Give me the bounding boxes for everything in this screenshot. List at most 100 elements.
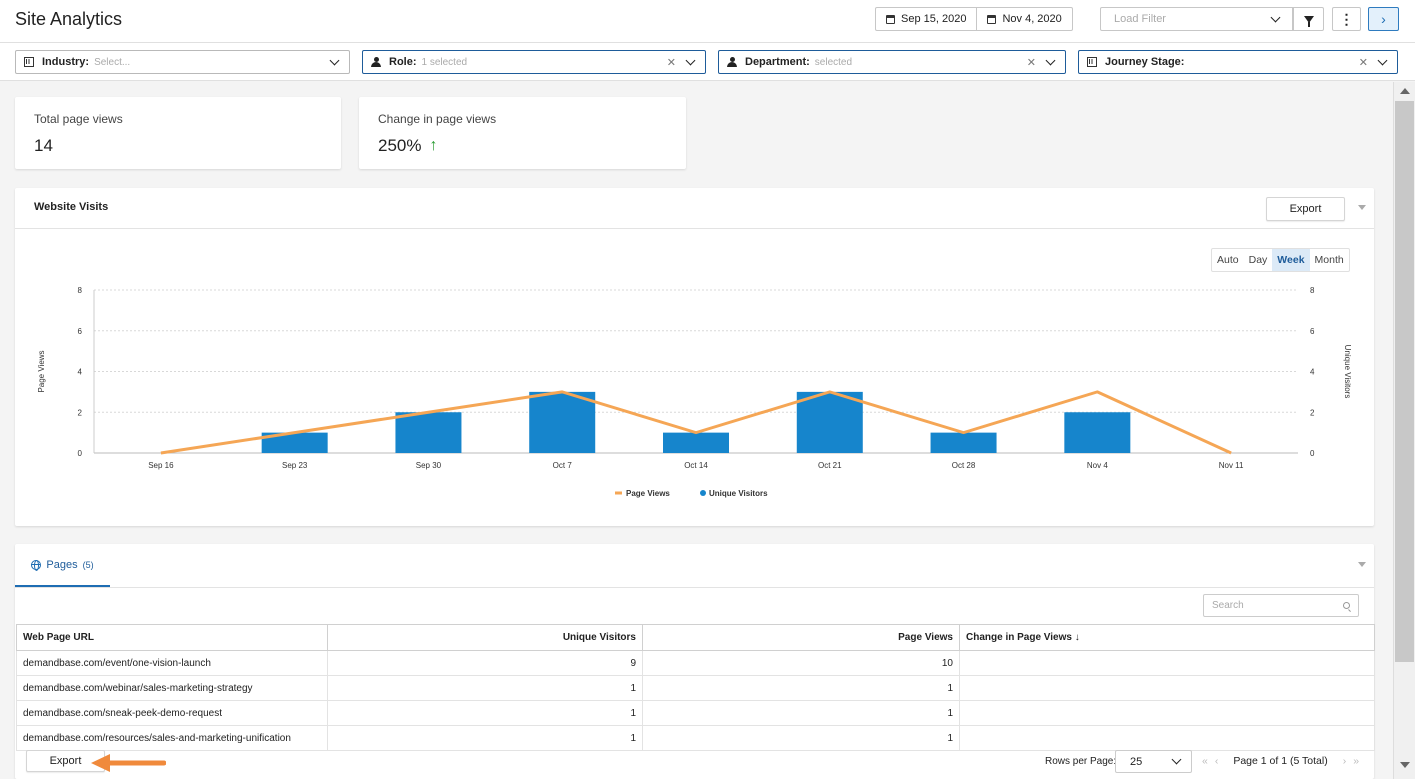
x-tick-label: Sep 30 [416, 461, 442, 470]
clear-icon[interactable]: ✕ [666, 56, 676, 69]
cell-unique-visitors: 9 [327, 650, 643, 676]
cell-url: demandbase.com/webinar/sales-marketing-s… [16, 675, 328, 701]
department-filter[interactable]: Department: selected ✕ [718, 50, 1066, 74]
role-filter-value: 1 selected [421, 56, 468, 68]
callout-arrow-icon [91, 754, 166, 772]
prev-page-icon[interactable]: ‹ [1214, 755, 1219, 767]
scrollbar-thumb[interactable] [1395, 101, 1414, 662]
x-tick-label: Sep 23 [282, 461, 308, 470]
calendar-icon [886, 14, 895, 24]
y-tick-label: 6 [78, 327, 83, 336]
start-date-button[interactable]: Sep 15, 2020 [876, 8, 976, 30]
kpi-label: Total page views [34, 112, 123, 126]
cell-change [959, 700, 1375, 726]
load-filter-select[interactable]: Load Filter [1100, 7, 1293, 31]
scroll-up-icon[interactable] [1400, 88, 1410, 94]
role-filter-label: Role: [389, 56, 417, 68]
first-page-icon[interactable]: « [1202, 755, 1208, 767]
globe-icon [31, 559, 42, 571]
load-filter-placeholder: Load Filter [1114, 13, 1166, 25]
cell-change [959, 650, 1375, 676]
y-tick-label: 2 [78, 408, 83, 417]
person-icon [371, 56, 381, 68]
cell-change [959, 675, 1375, 701]
column-header-unique-visitors[interactable]: Unique Visitors [327, 624, 643, 651]
granularity-week[interactable]: Week [1272, 249, 1310, 271]
y2-tick-label: 6 [1310, 327, 1315, 336]
y-tick-label: 4 [78, 368, 83, 377]
y-tick-label: 8 [78, 286, 83, 295]
x-tick-label: Sep 16 [148, 461, 174, 470]
building-icon [1087, 57, 1097, 67]
table-footer: Export Rows per Page: 25 « ‹ Page 1 of 1… [15, 746, 1374, 776]
x-tick-label: Nov 4 [1087, 461, 1108, 470]
granularity-month[interactable]: Month [1314, 254, 1344, 266]
industry-filter[interactable]: Industry: Select... [15, 50, 350, 74]
table-header-row: Web Page URL Unique Visitors Page Views … [16, 624, 1375, 651]
collapse-icon[interactable] [1358, 205, 1366, 210]
filter-button[interactable] [1293, 7, 1324, 31]
collapse-icon[interactable] [1358, 562, 1366, 567]
clear-icon[interactable]: ✕ [1026, 56, 1036, 69]
granularity-auto[interactable]: Auto [1217, 254, 1239, 266]
more-options-button[interactable]: ⋮ [1332, 7, 1361, 31]
cell-page-views: 1 [642, 675, 960, 701]
tab-pages-label: Pages [46, 558, 78, 571]
tab-divider [15, 587, 1374, 588]
chevron-down-icon [1171, 754, 1182, 765]
column-header-page-views[interactable]: Page Views [642, 624, 960, 651]
rows-per-page-label: Rows per Page: [1045, 756, 1117, 767]
bar [1064, 412, 1131, 453]
top-bar: Site Analytics Sep 15, 2020 Nov 4, 2020 … [0, 0, 1415, 43]
pages-search-input[interactable]: Search [1203, 594, 1359, 617]
role-filter[interactable]: Role: 1 selected ✕ [362, 50, 706, 74]
chevron-down-icon [329, 55, 340, 65]
expand-panel-button[interactable]: › [1368, 7, 1399, 31]
table-export-button[interactable]: Export [26, 750, 105, 772]
website-visits-chart: 0 0 2 2 4 4 6 6 8 8 Page Views Unique Visitors Sep 1… [37, 286, 1352, 498]
next-page-icon[interactable]: › [1342, 755, 1347, 767]
y2-axis-title: Unique Visitors [1343, 345, 1352, 399]
cell-page-views: 1 [642, 700, 960, 726]
person-icon [727, 56, 737, 68]
tab-pages[interactable]: Pages (5) [15, 544, 110, 587]
journey-stage-filter[interactable]: Journey Stage: ✕ [1078, 50, 1398, 74]
arrow-up-icon: ↑ [429, 137, 438, 154]
panel-title: Website Visits [34, 201, 109, 213]
bar [930, 432, 997, 453]
last-page-icon[interactable]: » [1353, 755, 1360, 767]
tab-pages-count: (5) [82, 559, 94, 570]
end-date-button[interactable]: Nov 4, 2020 [976, 8, 1071, 30]
chart-export-button[interactable]: Export [1266, 197, 1345, 221]
column-header-change[interactable]: Change in Page Views ↓ [959, 624, 1375, 651]
y2-tick-label: 8 [1310, 286, 1315, 295]
table-row[interactable]: demandbase.com/webinar/sales-marketing-s… [16, 675, 1375, 701]
date-range: Sep 15, 2020 Nov 4, 2020 [875, 7, 1073, 31]
rows-per-page-value: 25 [1130, 755, 1143, 768]
industry-filter-value: Select... [94, 56, 131, 68]
x-tick-label: Nov 11 [1219, 461, 1244, 470]
table-row[interactable]: demandbase.com/sneak-peek-demo-request 1… [16, 700, 1375, 726]
cell-url: demandbase.com/sneak-peek-demo-request [16, 700, 328, 726]
column-header-url[interactable]: Web Page URL [16, 624, 328, 651]
pages-table: Web Page URL Unique Visitors Page Views … [16, 624, 1375, 751]
table-row[interactable]: demandbase.com/resources/sales-and-marke… [16, 725, 1375, 751]
scroll-down-icon[interactable] [1400, 762, 1410, 768]
bar [261, 432, 328, 453]
table-row[interactable]: demandbase.com/event/one-vision-launch 9… [16, 650, 1375, 676]
department-filter-label: Department: [745, 56, 810, 68]
chevron-down-icon [685, 55, 696, 65]
rows-per-page-select[interactable]: 25 [1115, 750, 1192, 773]
cell-page-views: 10 [642, 650, 960, 676]
clear-icon[interactable]: ✕ [1358, 56, 1368, 69]
chevron-down-icon [1270, 12, 1281, 22]
cell-unique-visitors: 1 [327, 700, 643, 726]
bar [796, 391, 863, 453]
panel-divider [15, 228, 1374, 229]
granularity-day[interactable]: Day [1248, 254, 1268, 266]
journey-stage-filter-label: Journey Stage: [1105, 56, 1185, 68]
y-axis-title: Page Views [37, 350, 46, 392]
x-tick-label: Oct 28 [952, 461, 976, 470]
granularity-toggle: Auto Day Week Month [1211, 248, 1350, 272]
pages-panel: Pages (5) Search Web Page URL Unique Vis… [15, 544, 1375, 779]
